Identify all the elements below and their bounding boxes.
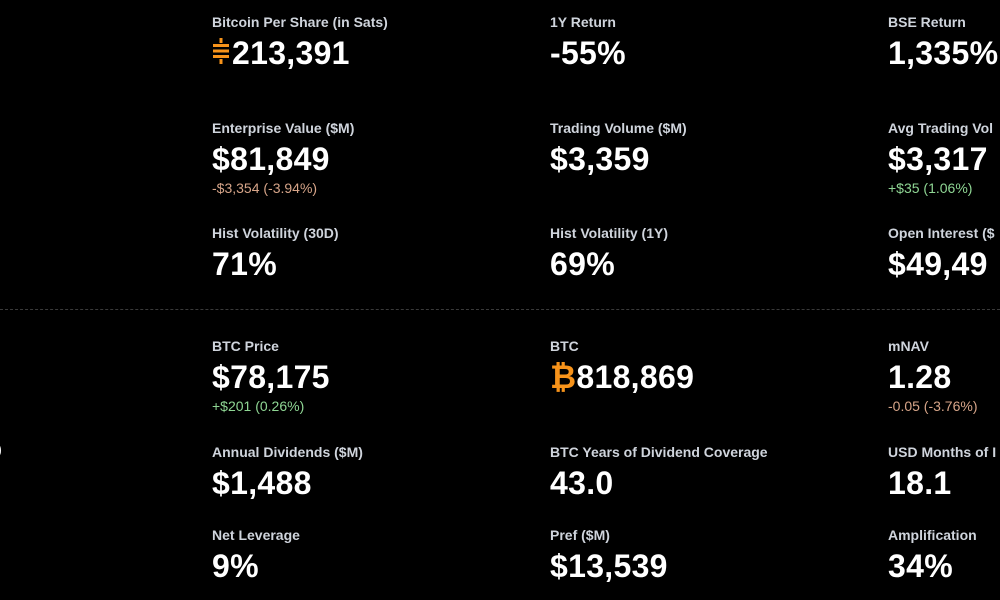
metric-value: 213,391: [212, 33, 388, 73]
metric-value: 1,335%: [888, 35, 999, 71]
metric-value: 69%: [550, 246, 615, 282]
metric-hist-volatility-1y: Hist Volatility (1Y) 69%: [550, 224, 668, 284]
metric-bitcoin-per-share: Bitcoin Per Share (in Sats) 213,391: [212, 13, 388, 73]
metric-value: $3,317: [888, 141, 988, 177]
metric-pref: Pref ($M) $13,539: [550, 526, 668, 586]
metric-btc-price: BTC Price $78,175 +$201 (0.26%): [212, 337, 330, 415]
metric-change: +$201 (0.26%): [212, 398, 305, 414]
metric-label: BTC Years of Dividend Coverage: [550, 444, 768, 460]
metric-open-interest: Open Interest ($ $49,49: [888, 224, 995, 284]
metric-label: BTC Price: [212, 338, 279, 354]
metric-label: Hist Volatility (1Y): [550, 225, 668, 241]
metric-mnav: mNAV 1.28 -0.05 (-3.76%): [888, 337, 977, 415]
metric-1y-return: 1Y Return -55%: [550, 13, 626, 73]
metric-label: USD Months of I: [888, 444, 997, 460]
metric-label: Avg Trading Vol: [888, 120, 994, 136]
metric-label: BSE Return: [888, 14, 966, 30]
metric-label: Net Leverage: [212, 527, 300, 543]
metric-value: $13,539: [550, 548, 668, 584]
metric-label: Enterprise Value ($M): [212, 120, 355, 136]
metric-label: Annual Dividends ($M): [212, 444, 363, 460]
metric-value: $78,175: [212, 359, 330, 395]
metric-value: $3,359: [550, 141, 650, 177]
metric-value: $1,488: [212, 465, 312, 501]
metric-label: mNAV: [888, 338, 929, 354]
cropped-label-mid: ): [0, 441, 2, 457]
metric-label: Pref ($M): [550, 527, 610, 543]
metric-value-text: 818,869: [576, 359, 695, 395]
metric-enterprise-value: Enterprise Value ($M) $81,849 -$3,354 (-…: [212, 119, 354, 197]
metric-value: 18.1: [888, 465, 952, 501]
metric-label: BTC: [550, 338, 579, 354]
metric-hist-volatility-30d: Hist Volatility (30D) 71%: [212, 224, 339, 284]
metric-label: Hist Volatility (30D): [212, 225, 339, 241]
section-divider: [0, 309, 1000, 310]
bitcoin-icon: ₿: [550, 359, 577, 395]
metric-change: +$35 (1.06%): [888, 180, 973, 196]
metric-value: 43.0: [550, 465, 614, 501]
metric-label: Open Interest ($: [888, 225, 995, 241]
metric-label: Trading Volume ($M): [550, 120, 687, 136]
metric-label: Bitcoin Per Share (in Sats): [212, 14, 388, 30]
metric-change: -0.05 (-3.76%): [888, 398, 978, 414]
metric-value: -55%: [550, 35, 626, 71]
metric-value: ₿818,869: [550, 357, 694, 397]
metric-label: 1Y Return: [550, 14, 616, 30]
metric-change: -$3,354 (-3.94%): [212, 180, 318, 196]
metric-value: 71%: [212, 246, 277, 282]
metric-avg-trading-vol: Avg Trading Vol $3,317 +$35 (1.06%): [888, 119, 993, 197]
metric-value-text: 213,391: [232, 35, 350, 71]
metric-bse-return: BSE Return 1,335%: [888, 13, 998, 73]
metric-value: 9%: [212, 548, 259, 584]
metric-trading-volume: Trading Volume ($M) $3,359: [550, 119, 687, 179]
sats-icon: [213, 38, 229, 64]
metric-btc-years-dividend-coverage: BTC Years of Dividend Coverage 43.0: [550, 443, 768, 503]
metric-btc-holdings: BTC ₿818,869: [550, 337, 694, 397]
metric-value: 34%: [888, 548, 953, 584]
metric-annual-dividends: Annual Dividends ($M) $1,488: [212, 443, 363, 503]
metric-net-leverage: Net Leverage 9%: [212, 526, 300, 586]
metric-value: $49,49: [888, 246, 988, 282]
metric-value: $81,849: [212, 141, 330, 177]
metric-label: Amplification: [888, 527, 977, 543]
metric-value: 1.28: [888, 359, 952, 395]
metric-amplification: Amplification 34%: [888, 526, 977, 586]
metric-usd-months: USD Months of I 18.1: [888, 443, 996, 503]
